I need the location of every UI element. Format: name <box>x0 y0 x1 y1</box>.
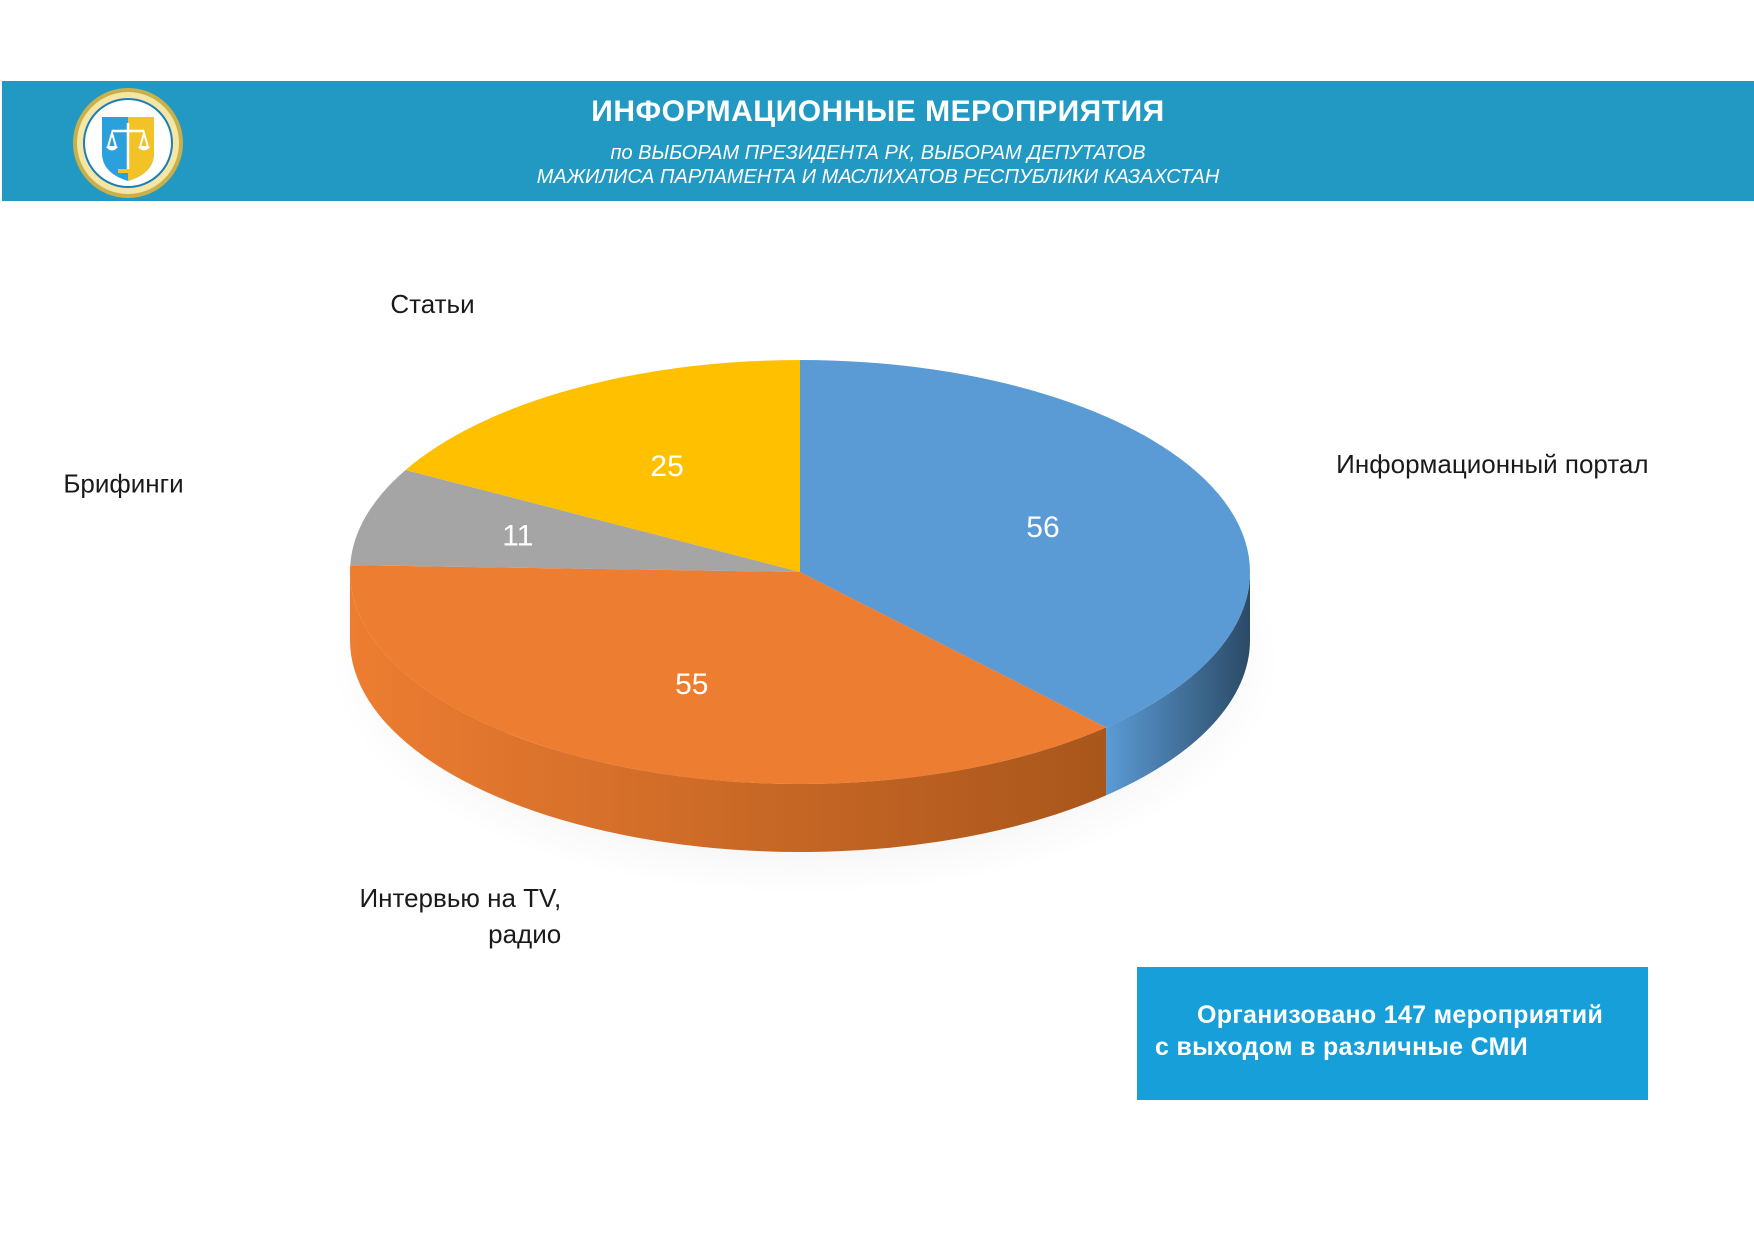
summary-line: Организовано 147 мероприятий <box>1197 1001 1604 1029</box>
pie-slice-side <box>350 572 1107 852</box>
pie-slice <box>350 565 1107 784</box>
summary-text: Организовано 147 мероприятий с выходом в… <box>1155 999 1635 1063</box>
summary-box: Организовано 147 мероприятий с выходом в… <box>1137 967 1648 1100</box>
emblem-logo-icon <box>73 88 183 198</box>
subtitle-line: по ВЫБОРАМ ПРЕЗИДЕНТА РК, ВЫБОРАМ ДЕПУТА… <box>610 142 1146 164</box>
pie-category-label: Интервью на TV, радио <box>359 883 561 949</box>
header-banner: ИНФОРМАЦИОННЫЕ МЕРОПРИЯТИЯ по ВЫБОРАМ ПР… <box>2 81 1754 201</box>
page-title: ИНФОРМАЦИОННЫЕ МЕРОПРИЯТИЯ <box>591 95 1165 128</box>
pie-slice-side <box>1106 572 1250 796</box>
pie-value-label: 11 <box>502 520 533 553</box>
pie-value-label: 55 <box>675 668 708 701</box>
pie-category-label: Брифинги <box>63 469 183 499</box>
pie-slice <box>405 360 800 572</box>
subtitle-line: МАЖИЛИСА ПАРЛАМЕНТА И МАСЛИХАТОВ РЕСПУБЛ… <box>536 166 1220 188</box>
pie-value-label: 25 <box>650 450 683 483</box>
summary-line: с выходом в различные СМИ <box>1155 1033 1529 1061</box>
pie-category-label: Информационный портал <box>1336 449 1648 479</box>
pie-slice <box>800 360 1250 728</box>
pie-category-label: Статьи <box>390 289 474 319</box>
pie-slice <box>350 469 800 572</box>
pie-value-label: 56 <box>1026 511 1059 544</box>
page-subtitle: по ВЫБОРАМ ПРЕЗИДЕНТА РК, ВЫБОРАМ ДЕПУТА… <box>2 141 1754 189</box>
